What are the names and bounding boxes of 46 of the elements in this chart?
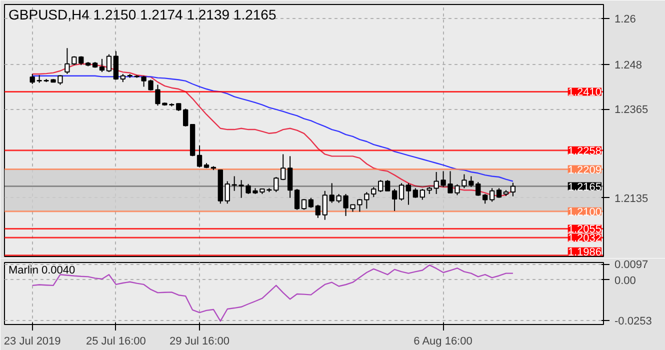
candlestick [420,188,425,200]
candlestick [406,182,412,206]
candlestick [287,156,293,198]
candlestick [482,193,488,204]
candlestick [371,186,376,198]
candlestick [106,54,112,73]
candlestick [64,48,70,74]
candlestick [141,75,146,88]
ref-line-label: 1.2410 [568,86,602,99]
candlestick [392,188,398,212]
candlestick [412,188,418,198]
ref-line-label: 1.2165 [568,181,602,194]
candlestick [301,198,307,210]
y-tick-label: 1.2365 [614,104,648,116]
candlestick [322,190,328,220]
x-tick-label: 6 Aug 16:00 [414,336,472,348]
y-tick-label: 0.0097 [614,259,648,272]
candlestick [398,182,404,202]
y-tick-label: 1.248 [614,60,642,72]
candlestick [280,154,286,181]
candlestick [496,188,502,198]
ref-line-label: 1.1986 [568,246,602,258]
x-tick-label: 25 Jul 16:00 [86,336,146,348]
candlestick [224,180,230,204]
y-tick-label: 1.2135 [614,192,648,205]
chart-title: GBPUSD,H4 1.2150 1.2174 1.2139 1.2165 [8,6,276,22]
ref-line-label: 1.2258 [568,145,602,158]
y-tick-label: 0.00 [614,274,636,287]
candlestick [99,58,105,73]
chart-title: Marlin 0.0040 [8,264,76,276]
candlestick [113,50,119,80]
ref-line-label: 1.2100 [568,206,602,218]
candlestick [308,197,314,208]
candlestick [196,144,202,168]
y-tick-label: 1.26 [614,13,636,26]
x-tick-label: 29 Jul 16:00 [170,336,230,348]
candlestick [378,180,384,193]
candlestick [489,188,495,202]
candlestick [510,182,516,197]
y-tick-label: -0.0253 [614,316,652,328]
candlestick [384,180,390,192]
candlestick [183,108,188,127]
x-tick-label: 23 Jul 2019 [4,336,61,348]
candlestick [315,204,321,218]
candlestick [294,188,300,210]
ref-line-label: 1.2209 [568,164,602,176]
